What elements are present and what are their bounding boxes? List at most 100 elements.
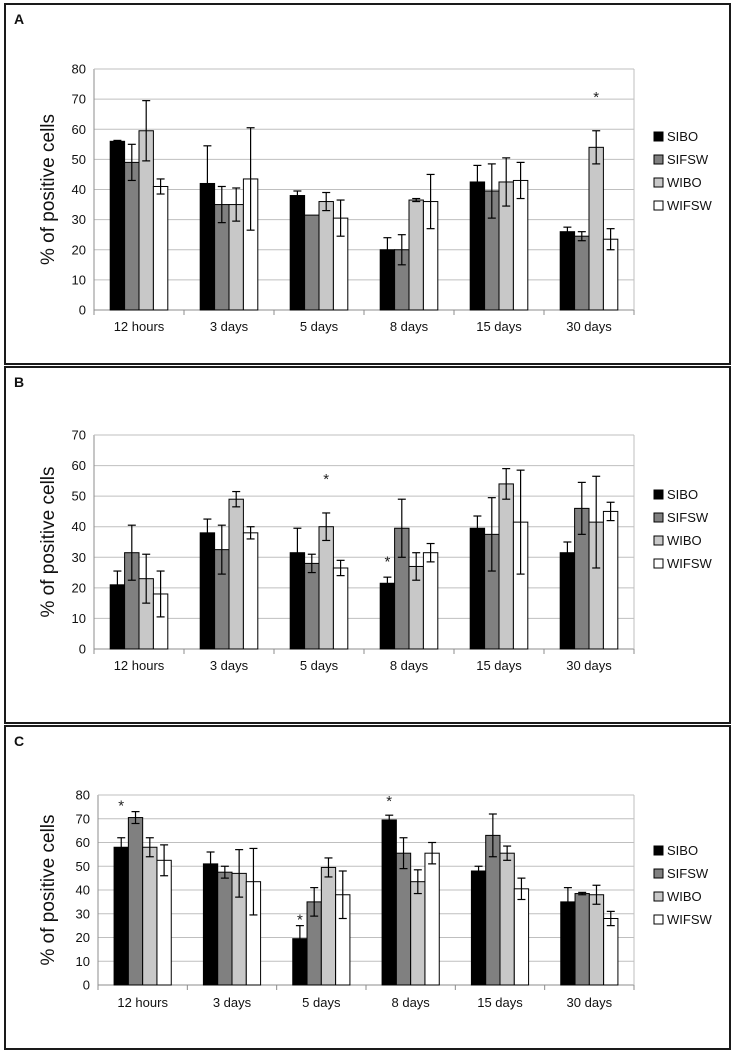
bar-wifsw — [603, 918, 619, 986]
y-tick-label: 10 — [72, 611, 86, 626]
legend-label: WIBO — [667, 533, 702, 548]
bar-wifsw — [512, 179, 529, 311]
y-axis-label: % of positive cells — [38, 114, 59, 265]
legend-swatch-sifsw — [653, 512, 664, 523]
y-tick-label: 50 — [76, 859, 90, 874]
legend-label: SIBO — [667, 843, 698, 858]
bar-wifsw — [602, 510, 619, 650]
bar-sibo — [289, 195, 306, 311]
x-tick-label: 30 days — [566, 319, 612, 334]
x-tick-label: 3 days — [210, 658, 249, 673]
legend-label: WIBO — [667, 175, 702, 190]
y-tick-label: 70 — [72, 92, 86, 107]
x-tick-label: 5 days — [302, 995, 341, 1010]
bar-wifsw — [422, 552, 439, 650]
legend-swatch-sibo — [653, 489, 664, 500]
bar-sifsw — [485, 834, 501, 986]
x-tick-label: 3 days — [213, 995, 252, 1010]
bar-wibo — [410, 881, 426, 986]
x-tick-label: 30 days — [566, 658, 612, 673]
legend-label: SIFSW — [667, 152, 709, 167]
bar-wibo — [228, 498, 244, 650]
bar-wifsw — [513, 888, 530, 986]
x-tick-label: 3 days — [210, 319, 249, 334]
y-tick-label: 80 — [72, 62, 86, 77]
bar-sifsw — [304, 214, 320, 311]
bar-sifsw — [304, 562, 320, 650]
x-tick-label: 30 days — [567, 995, 613, 1010]
bar-sifsw — [127, 817, 144, 986]
bar-sibo — [199, 532, 216, 650]
x-tick-label: 15 days — [476, 319, 522, 334]
bar-sibo — [559, 231, 576, 311]
significance-marker: * — [593, 89, 599, 106]
x-tick-label: 15 days — [477, 995, 523, 1010]
y-tick-label: 0 — [83, 978, 90, 993]
bar-sibo — [470, 870, 487, 986]
y-tick-label: 30 — [76, 906, 90, 921]
y-tick-label: 0 — [79, 303, 86, 318]
x-tick-label: 8 days — [390, 319, 429, 334]
bar-wifsw — [156, 859, 172, 986]
chart-b: 0 10 20 30 40 50 60 70 12 hours 3 days 5 days 8 day… — [38, 428, 712, 674]
x-tick-label: 8 days — [392, 995, 431, 1010]
panel-b: B 0 10 20 30 40 50 60 70 12 hours 3 days 5 days 8 d… — [4, 366, 731, 724]
bar-sifsw — [124, 161, 140, 311]
chart-a: 0 10 20 30 40 50 60 70 80 12 hours 3 days 5 days 8 d… — [38, 62, 712, 335]
y-tick-label: 70 — [76, 811, 90, 826]
x-tick-label: 12 hours — [117, 995, 168, 1010]
legend-swatch-wifsw — [653, 200, 664, 211]
legend-label: SIFSW — [667, 510, 709, 525]
significance-marker: * — [384, 553, 390, 570]
legend-label: WIFSW — [667, 556, 712, 571]
y-tick-label: 40 — [72, 519, 86, 534]
bar-sibo — [469, 181, 486, 311]
y-tick-label: 70 — [72, 428, 86, 443]
bar-sibo — [202, 863, 219, 986]
legend-swatch-sifsw — [653, 868, 664, 879]
bar-sifsw — [217, 871, 233, 986]
legend-swatch-wibo — [653, 177, 664, 188]
significance-marker: * — [386, 793, 392, 810]
bar-wibo — [318, 526, 334, 650]
y-tick-label: 20 — [72, 580, 86, 595]
y-tick-label: 80 — [76, 788, 90, 803]
panel-c: C 0 10 20 30 40 50 60 70 80 12 hours 3 days 5 days 8… — [4, 725, 731, 1050]
y-tick-label: 50 — [72, 489, 86, 504]
y-tick-label: 0 — [79, 642, 86, 657]
bar-wifsw — [152, 185, 169, 311]
y-tick-label: 40 — [76, 883, 90, 898]
legend-swatch-wibo — [653, 891, 664, 902]
y-tick-label: 20 — [76, 930, 90, 945]
bar-sibo — [469, 527, 486, 650]
y-tick-label: 60 — [72, 458, 86, 473]
panel-a: A 0 10 20 30 40 50 60 70 80 12 hours 3 days 5 days 8… — [4, 3, 731, 365]
panel-label: A — [14, 11, 25, 27]
bar-sibo — [379, 582, 396, 650]
bar-wifsw — [424, 852, 440, 986]
legend-label: WIBO — [667, 889, 702, 904]
legend-swatch-sifsw — [653, 154, 664, 165]
bar-sifsw — [574, 235, 590, 311]
significance-marker: * — [297, 912, 303, 929]
legend-swatch-wifsw — [653, 914, 664, 925]
legend-label: SIBO — [667, 487, 698, 502]
x-tick-label: 12 hours — [114, 658, 165, 673]
bar-wibo — [498, 483, 514, 650]
significance-marker: * — [323, 471, 329, 488]
bar-wibo — [318, 201, 334, 311]
x-tick-label: 15 days — [476, 658, 522, 673]
legend-swatch-sibo — [653, 131, 664, 142]
significance-marker: * — [118, 798, 124, 815]
bar-sibo — [109, 140, 126, 311]
legend-swatch-wifsw — [653, 558, 664, 569]
bar-wibo — [142, 846, 158, 986]
x-tick-label: 8 days — [390, 658, 429, 673]
y-tick-label: 30 — [72, 550, 86, 565]
bar-sifsw — [395, 852, 412, 986]
bar-wibo — [320, 866, 337, 986]
x-tick-label: 5 days — [300, 319, 339, 334]
bar-sibo — [113, 846, 129, 986]
bar-wibo — [588, 894, 605, 986]
legend-swatch-wibo — [653, 535, 664, 546]
